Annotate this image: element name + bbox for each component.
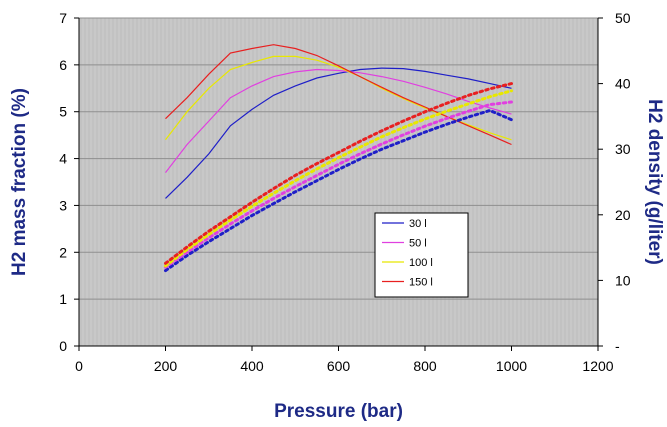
y-axis-title: H2 mass fraction (%) bbox=[9, 88, 30, 276]
mass-fraction-line bbox=[165, 44, 512, 146]
x-tick-label: 800 bbox=[413, 358, 437, 374]
y2-tick-label: 40 bbox=[615, 76, 631, 92]
mass-fraction-line bbox=[165, 67, 512, 199]
x-tick-label: 200 bbox=[154, 358, 178, 374]
density-line bbox=[164, 89, 513, 268]
y-tick-label: 2 bbox=[59, 244, 67, 260]
y-tick-label: 0 bbox=[59, 338, 67, 354]
y-tick-label: 7 bbox=[59, 10, 67, 26]
density-line bbox=[164, 100, 513, 269]
y-tick-label: 3 bbox=[59, 197, 67, 213]
y2-axis-title: H2 density (g/liter) bbox=[644, 99, 665, 265]
x-tick-label: 0 bbox=[75, 358, 83, 374]
x-tick-label: 1000 bbox=[496, 358, 527, 374]
y2-tick-label: - bbox=[615, 338, 620, 354]
y2-tick-label: 10 bbox=[615, 272, 631, 288]
legend-label: 30 l bbox=[409, 218, 427, 230]
x-tick-label: 1200 bbox=[582, 358, 613, 374]
series-group bbox=[164, 44, 513, 273]
y-tick-label: 1 bbox=[59, 291, 67, 307]
y-tick-label: 5 bbox=[59, 104, 67, 120]
y-tick-label: 6 bbox=[59, 57, 67, 73]
legend: 30 l 50 l 100 l 150 l bbox=[374, 212, 469, 298]
legend-box bbox=[374, 212, 469, 298]
axes: 0 200 400 600 800 1000 1200 0 1 2 3 4 5 6 7 - 10 20 30 40 50 bbox=[59, 10, 631, 374]
y2-tick-label: 20 bbox=[615, 207, 631, 223]
legend-label: 100 l bbox=[409, 257, 433, 269]
x-tick-label: 400 bbox=[240, 358, 264, 374]
density-line bbox=[164, 82, 513, 265]
y-tick-label: 4 bbox=[59, 151, 67, 167]
grid bbox=[79, 17, 598, 347]
x-axis-title: Pressure (bar) bbox=[274, 401, 403, 422]
legend-label: 150 l bbox=[409, 277, 433, 289]
y2-tick-label: 50 bbox=[615, 10, 631, 26]
y2-tick-label: 30 bbox=[615, 141, 631, 157]
density-line bbox=[164, 108, 513, 273]
x-tick-label: 600 bbox=[327, 358, 351, 374]
legend-label: 50 l bbox=[409, 238, 427, 250]
mass-fraction-line bbox=[165, 68, 512, 173]
